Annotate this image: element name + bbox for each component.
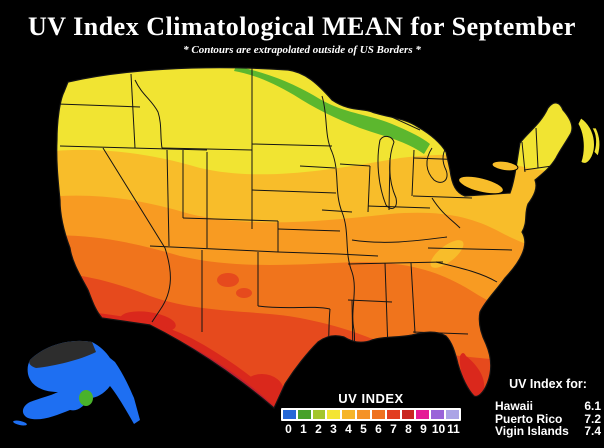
legend-value-5: 5 [360, 422, 367, 436]
legend-swatch-9 [416, 410, 430, 419]
uv-location-name: Hawaii [495, 399, 534, 413]
legend-value-9: 9 [420, 422, 427, 436]
alaska-green-spot [79, 390, 93, 406]
aleutian-islands-2 [13, 420, 27, 426]
colorado-red-spot-2 [236, 288, 252, 298]
legend-value-4: 4 [345, 422, 352, 436]
south-florida-red [459, 353, 485, 398]
legend-value-3: 3 [330, 422, 337, 436]
legend-value-2: 2 [315, 422, 322, 436]
state-borders [57, 68, 553, 363]
legend-swatch-10 [431, 410, 445, 419]
us-coastline [56, 67, 573, 409]
legend-value-7: 7 [390, 422, 397, 436]
legend-swatch-8 [401, 410, 415, 419]
uv-location-name: Vigin Islands [495, 424, 569, 438]
legend-value-labels: 0 1 2 3 4 5 6 7 8 9 10 11 [281, 422, 461, 436]
legend-swatch-2 [312, 410, 326, 419]
band-green [234, 67, 430, 154]
aleutian-islands [40, 410, 52, 418]
legend-value-11: 11 [447, 422, 460, 436]
uv-location-value: 7.2 [584, 411, 601, 426]
alaska-north-dark [29, 340, 96, 368]
legend-swatch-5 [357, 410, 370, 419]
nova-scotia-sliver-2 [591, 127, 601, 157]
uv-location-row: Vigin Islands 7.4 [495, 425, 601, 438]
legend-swatch-7 [386, 410, 400, 419]
appalachian-gold-patch [430, 240, 464, 268]
legend-value-0: 0 [285, 422, 292, 436]
legend-value-1: 1 [300, 422, 307, 436]
alaska-inset [13, 340, 140, 426]
uv-index-for-panel: UV Index for: Hawaii 6.1 Puerto Rico 7.2 Vig… [495, 377, 601, 438]
legend-title: UV INDEX [338, 391, 404, 406]
legend-color-bar [281, 408, 461, 421]
uv-location-row: Hawaii 6.1 [495, 400, 601, 413]
legend-swatch-11 [446, 410, 459, 419]
uv-index-for-rows: Hawaii 6.1 Puerto Rico 7.2 Vigin Islands 7.4 [495, 400, 601, 438]
legend-value-6: 6 [375, 422, 382, 436]
legend-swatch-1 [297, 410, 311, 419]
page-title: UV Index Climatological MEAN for Septemb… [28, 12, 576, 41]
legend-swatch-3 [327, 410, 341, 419]
legend-swatch-4 [342, 410, 356, 419]
uv-location-value: 7.4 [584, 424, 601, 438]
lake-ontario [491, 160, 519, 172]
lake-erie [458, 175, 504, 195]
uv-index-legend: UV INDEX 0 1 2 3 4 5 6 7 8 9 10 11 [281, 391, 461, 436]
legend-value-10: 10 [431, 422, 446, 436]
nova-scotia-sliver [577, 117, 595, 164]
legend-swatch-6 [371, 410, 385, 419]
uv-index-for-heading: UV Index for: [509, 377, 587, 391]
page-subtitle: * Contours are extrapolated outside of U… [183, 44, 421, 56]
uv-location-name: Puerto Rico [495, 411, 563, 426]
uv-location-row: Puerto Rico 7.2 [495, 411, 601, 426]
uv-location-value: 6.1 [584, 399, 601, 413]
legend-swatch-0 [283, 410, 296, 419]
legend-value-8: 8 [405, 422, 412, 436]
colorado-red-spot [217, 273, 239, 287]
